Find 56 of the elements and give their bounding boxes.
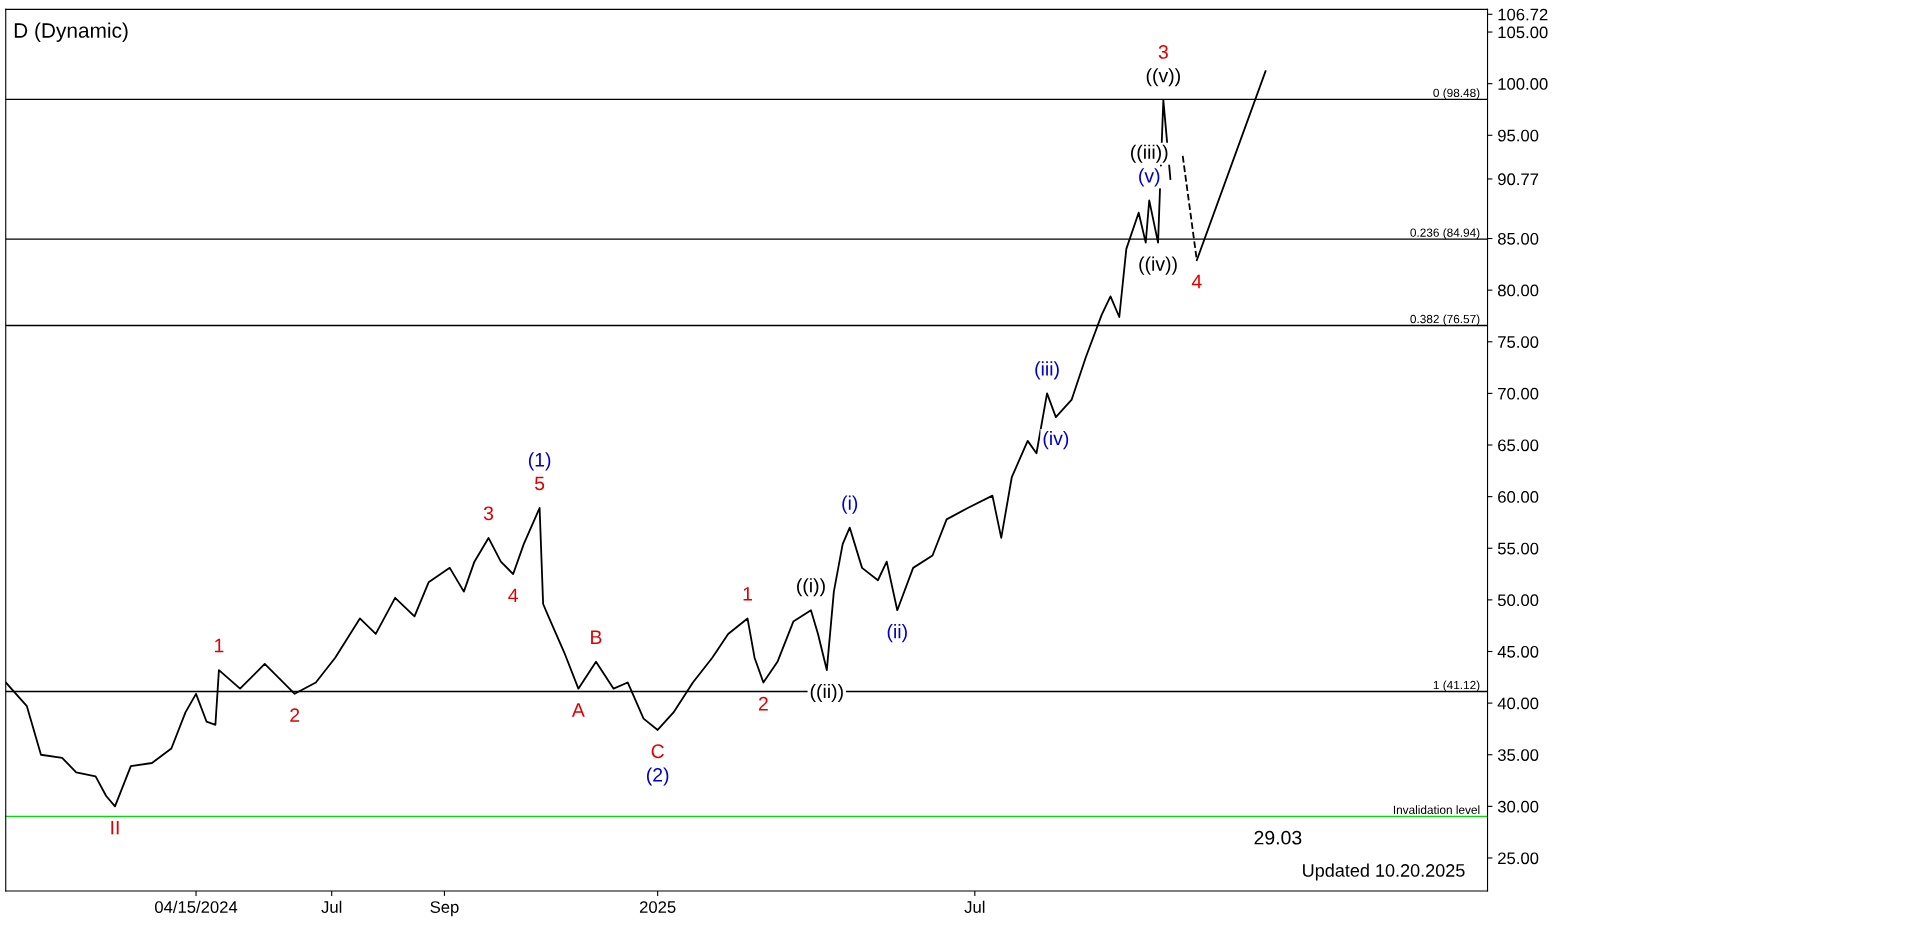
y-tick-label: 100.00: [1498, 78, 1548, 90]
y-tick-label: 65.00: [1498, 439, 1539, 452]
ref-line-label: 0 (98.48): [1433, 88, 1480, 100]
annotation: (v): [1139, 168, 1160, 187]
annotation: (iii): [1035, 361, 1059, 380]
y-tick-label: 106.72: [1498, 8, 1548, 21]
annotation: C: [651, 744, 664, 759]
x-tick-label: Jul: [321, 900, 342, 913]
x-tick-label: Sep: [430, 901, 459, 917]
y-tick-label: 95.00: [1498, 129, 1539, 142]
annotation: (1): [528, 452, 551, 471]
annotation: 2: [758, 696, 768, 711]
annotation: Updated 10.20.2025: [1303, 863, 1465, 881]
annotation: 4: [1191, 274, 1202, 289]
y-tick-label: 70.00: [1498, 387, 1539, 400]
annotation: (iv): [1043, 431, 1069, 450]
annotation: ((i)): [797, 578, 825, 597]
y-tick-label: 40.00: [1497, 697, 1539, 710]
y-tick-label: 35.00: [1497, 749, 1539, 761]
y-tick-label: 90.77: [1498, 173, 1539, 186]
ref-line-label: 1 (41.12): [1433, 680, 1480, 692]
annotation: B: [591, 630, 602, 644]
y-tick-label: 45.00: [1497, 645, 1539, 658]
y-tick-label: 105.00: [1498, 26, 1548, 39]
annotation: (2): [646, 767, 669, 786]
annotation: ((iv)): [1139, 256, 1177, 275]
annotation: 3: [1158, 45, 1168, 59]
annotation: 1: [743, 587, 752, 601]
annotation: 1: [215, 638, 224, 653]
y-tick-label: 60.00: [1498, 491, 1539, 503]
x-tick-label: Jul: [964, 900, 985, 913]
annotation: ((ii)): [810, 683, 843, 703]
ref-line-label: 0.236 (84.94): [1410, 228, 1480, 240]
annotation: (i): [842, 495, 858, 514]
annotation: II: [111, 820, 119, 835]
annotation: 2: [290, 708, 300, 722]
text: D (Dynamic): [14, 22, 128, 42]
annotation: 3: [483, 506, 494, 521]
annotation: 4: [508, 588, 519, 603]
ref-line-label: Invalidation level: [1393, 805, 1480, 815]
annotation: (ii): [887, 624, 907, 643]
annotation: ((iii)): [1131, 144, 1168, 163]
annotation: 29.03: [1254, 830, 1302, 845]
annotation: ((v)): [1146, 68, 1180, 87]
annotation: 5: [534, 476, 545, 491]
annotation: A: [571, 703, 585, 717]
y-tick-label: 25.00: [1498, 852, 1539, 865]
y-tick-label: 30.00: [1497, 800, 1539, 813]
y-tick-label: 85.00: [1497, 232, 1539, 245]
y-tick-label: 80.00: [1497, 284, 1539, 297]
y-tick-label: 75.00: [1498, 336, 1539, 348]
ref-line-label: 0.382 (76.57): [1410, 314, 1480, 326]
y-tick-label: 55.00: [1497, 542, 1539, 555]
x-tick-label: 2025: [639, 901, 676, 913]
x-tick-label: 04/15/2024: [154, 900, 238, 913]
y-tick-label: 50.00: [1497, 594, 1539, 607]
